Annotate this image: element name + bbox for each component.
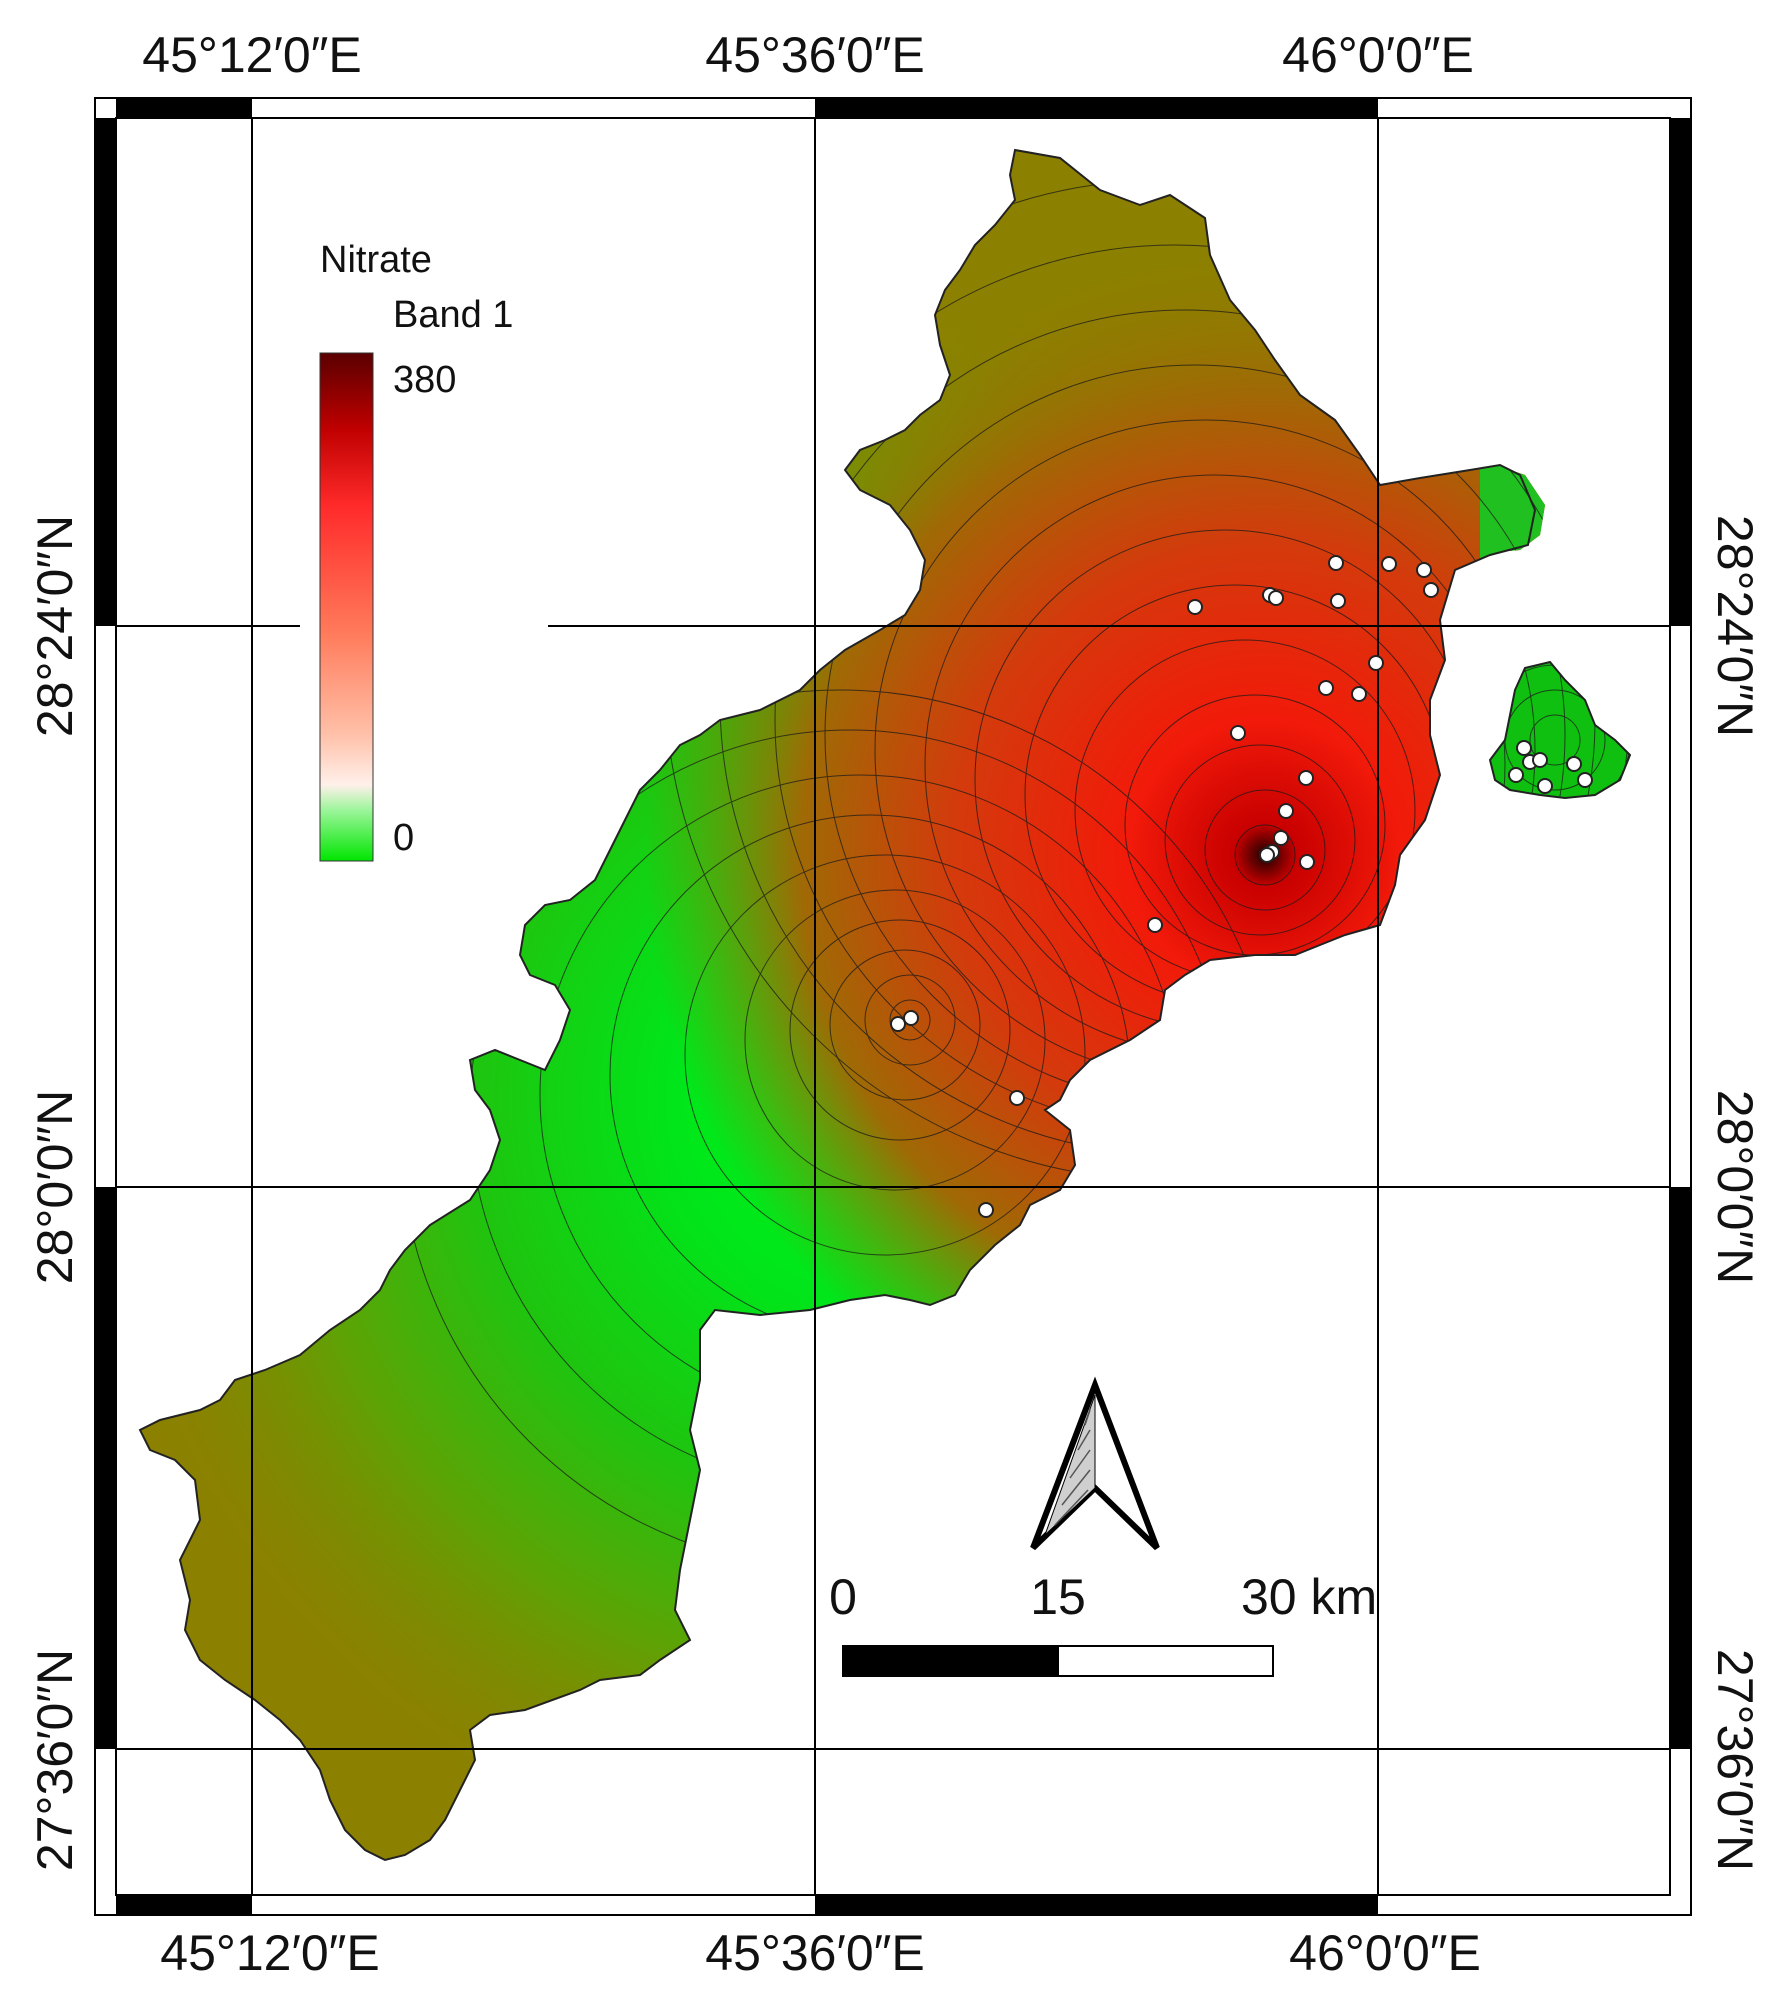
sample-point: [1299, 854, 1315, 870]
left-label-1: 28°24′0″N: [27, 515, 83, 737]
sample-point: [1259, 847, 1275, 863]
border-bar: [1670, 1187, 1691, 1749]
sample-point: [1368, 655, 1384, 671]
sample-points: [890, 555, 1593, 1218]
scale-segment-white: [1057, 1645, 1274, 1677]
sample-point: [1577, 772, 1593, 788]
sample-point: [1330, 593, 1346, 609]
sample-point: [1516, 740, 1532, 756]
region-outline: [138, 148, 1632, 1862]
sample-point: [890, 1016, 906, 1032]
sample-point: [1187, 599, 1203, 615]
top-label-1: 45°12′0″E: [142, 27, 361, 83]
top-label-3: 46°0′0″E: [1282, 27, 1474, 83]
scale-label-30: 30 km: [1241, 1569, 1377, 1625]
sample-point: [1268, 590, 1284, 606]
border-bar: [116, 98, 252, 118]
left-label-3: 27°36′0″N: [27, 1649, 83, 1871]
sample-point: [1273, 830, 1289, 846]
border-bar: [815, 98, 1378, 118]
bottom-label-1: 45°12′0″E: [160, 1925, 379, 1981]
sample-point: [1423, 582, 1439, 598]
sample-point: [1537, 778, 1553, 794]
sample-point: [1147, 917, 1163, 933]
border-bar: [116, 1895, 252, 1915]
legend-max-label: 380: [393, 359, 456, 401]
sample-point: [1328, 555, 1344, 571]
legend-title: Nitrate: [320, 239, 432, 281]
sample-point: [1318, 680, 1334, 696]
legend-ramp: [319, 352, 374, 862]
sample-point: [1009, 1090, 1025, 1106]
legend-band: Band 1: [393, 294, 513, 336]
sample-point: [1278, 803, 1294, 819]
bottom-label-2: 45°36′0″E: [705, 1925, 924, 1981]
sample-point: [1532, 752, 1548, 768]
bottom-label-3: 46°0′0″E: [1289, 1925, 1481, 1981]
scale-segment-black: [842, 1645, 1059, 1677]
scale-label-15: 15: [1030, 1569, 1086, 1625]
sample-point: [1351, 686, 1367, 702]
top-label-2: 45°36′0″E: [705, 27, 924, 83]
sample-point: [1381, 556, 1397, 572]
graticule-lines: [116, 118, 1670, 1895]
sample-point: [978, 1202, 994, 1218]
sample-point: [1508, 767, 1524, 783]
right-label-3: 27°36′0″N: [1707, 1649, 1763, 1871]
right-label-2: 28°0′0″N: [1707, 1090, 1763, 1284]
border-bar: [95, 1187, 116, 1749]
legend: Nitrate Band 1 380 0: [300, 225, 548, 870]
sample-point: [1298, 770, 1314, 786]
sample-point: [1566, 756, 1582, 772]
border-bar: [95, 118, 116, 626]
left-label-2: 28°0′0″N: [27, 1090, 83, 1284]
border-bar: [815, 1895, 1378, 1915]
sample-point: [1230, 725, 1246, 741]
scale-bar: 0 15 30 km: [829, 1569, 1377, 1677]
right-label-1: 28°24′0″N: [1707, 515, 1763, 737]
border-bar: [1670, 118, 1691, 626]
scale-label-0: 0: [829, 1569, 857, 1625]
north-arrow-icon: [1030, 1376, 1160, 1551]
sample-point: [1416, 562, 1432, 578]
sample-point: [903, 1010, 919, 1026]
legend-min-label: 0: [393, 817, 414, 859]
